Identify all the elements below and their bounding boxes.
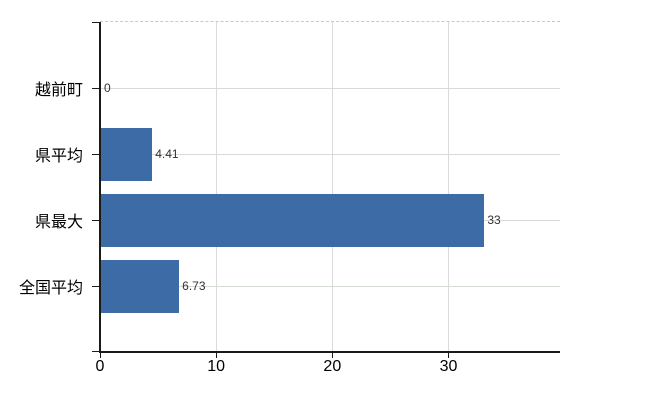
- y-axis-tick: [92, 154, 100, 155]
- h-gridline: [100, 88, 560, 89]
- value-label: 6.73: [182, 279, 206, 293]
- h-gridline: [100, 154, 560, 155]
- bar: [101, 193, 485, 247]
- plot-area: 0 4.41 33 6.73: [92, 21, 560, 358]
- x-tick-label: 10: [207, 358, 226, 375]
- bar: [101, 259, 180, 313]
- v-gridline: [448, 22, 450, 352]
- value-label: 33: [487, 213, 501, 227]
- plot-top-dashed-border: [100, 21, 560, 22]
- x-axis: [99, 351, 560, 353]
- y-axis: [99, 22, 101, 352]
- y-axis-tick: [92, 88, 100, 89]
- y-axis-end-tick: [92, 351, 100, 352]
- x-axis-tick: [100, 352, 101, 358]
- y-axis-end-tick: [92, 22, 100, 23]
- category-label: 県平均: [34, 148, 83, 165]
- x-tick-label: 0: [95, 358, 105, 375]
- x-axis-tick: [332, 352, 334, 358]
- bar: [101, 127, 153, 181]
- x-tick-label: 20: [323, 358, 342, 375]
- x-axis-tick: [216, 352, 218, 358]
- h-gridline: [100, 286, 560, 287]
- category-label: 越前町: [34, 82, 83, 99]
- v-gridline: [332, 22, 334, 352]
- value-label: 0: [104, 81, 111, 95]
- v-gridline: [216, 22, 218, 352]
- category-label: 県最大: [34, 214, 83, 231]
- category-label: 全国平均: [18, 280, 83, 297]
- y-axis-tick: [92, 286, 100, 287]
- x-tick-label: 30: [439, 358, 458, 375]
- value-label: 4.41: [155, 147, 179, 161]
- x-axis-tick: [448, 352, 450, 358]
- y-axis-tick: [92, 220, 100, 221]
